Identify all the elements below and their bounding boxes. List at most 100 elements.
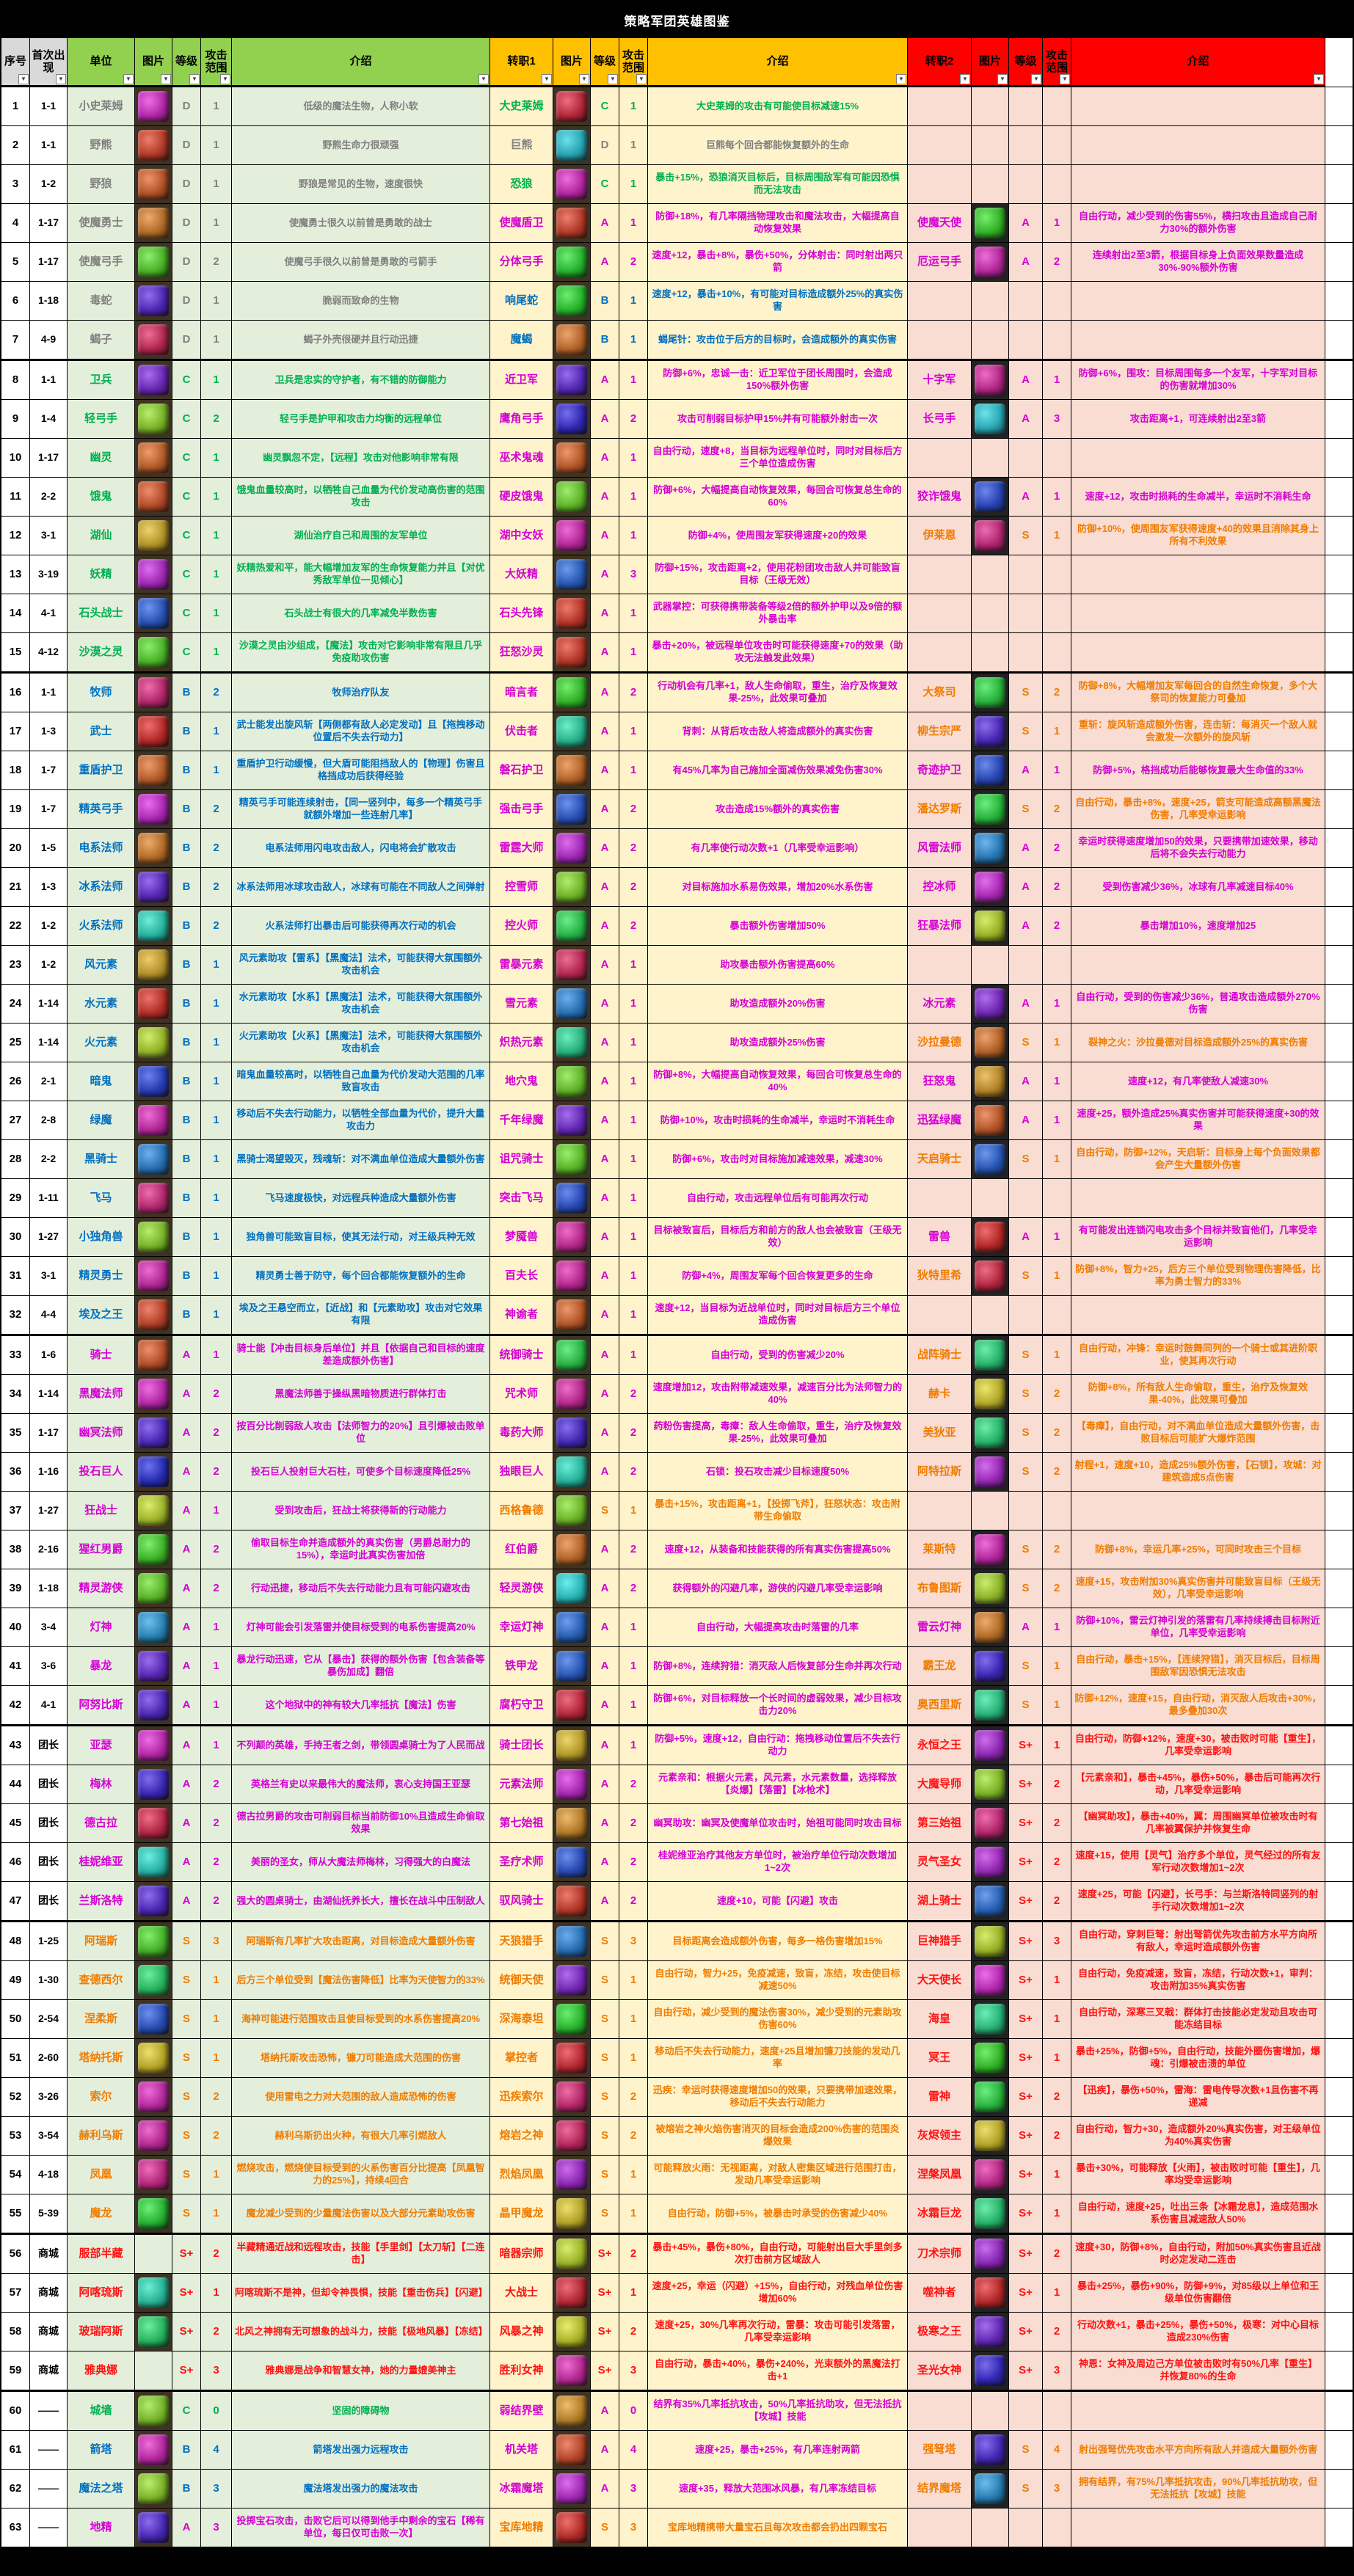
job2-name[interactable]: 长弓手 [908,400,972,438]
job2-tier[interactable]: A [1009,985,1043,1023]
job1-attack-range[interactable]: 1 [619,1257,648,1295]
job2-attack-range[interactable]: 1 [1043,2156,1071,2194]
job2-description[interactable]: 【元素亲和】，暴击+45%，暴伤+50%，暴击后可能再次行动，几率受幸运影响 [1071,1765,1325,1803]
row-number[interactable]: 44 [1,1765,30,1803]
job2-icon[interactable] [972,751,1009,789]
job2-icon[interactable] [972,1686,1009,1724]
unit-description[interactable]: 移动后不失去行动能力，以牺牲全部血量为代价，提升大量攻击力 [232,1101,490,1139]
first-appearance[interactable]: 1-7 [30,790,68,828]
first-appearance[interactable]: 1-2 [30,946,68,984]
job1-icon[interactable] [553,2078,591,2116]
filter-dropdown-icon[interactable]: ▼ [161,74,171,84]
unit-attack-range[interactable]: 1 [201,2274,232,2312]
job2-attack-range[interactable]: 1 [1043,1961,1071,1999]
unit-icon[interactable] [135,1140,172,1178]
first-appearance[interactable]: 商城 [30,2235,68,2273]
job2-attack-range[interactable]: 1 [1043,361,1071,399]
row-number[interactable]: 18 [1,751,30,789]
job1-icon[interactable] [553,790,591,828]
job2-name[interactable]: 狂怒鬼 [908,1062,972,1101]
job2-attack-range[interactable] [1043,282,1071,320]
job1-attack-range[interactable]: 1 [619,1647,648,1685]
job1-name[interactable]: 风暴之神 [490,2313,553,2351]
unit-icon[interactable] [135,321,172,359]
unit-icon[interactable] [135,555,172,594]
job1-description[interactable]: 目标被致盲后，目标后方和前方的敌人也会被致盲（王级无效） [648,1218,908,1256]
row-number[interactable]: 32 [1,1296,30,1334]
first-appearance[interactable]: 1-17 [30,1414,68,1452]
job1-attack-range[interactable]: 1 [619,1101,648,1139]
job2-attack-range[interactable] [1043,946,1071,984]
job2-icon[interactable] [972,1453,1009,1491]
job1-description[interactable]: 速度+10，可能【闪避】攻击 [648,1882,908,1920]
row-number[interactable]: 29 [1,1179,30,1217]
unit-tier[interactable]: B [172,1024,201,1062]
job2-name[interactable]: 灰烬领主 [908,2117,972,2155]
job1-tier[interactable]: A [591,1414,619,1452]
first-appearance[interactable]: 4-9 [30,321,68,359]
unit-name[interactable]: 湖仙 [68,517,135,555]
job1-icon[interactable] [553,2431,591,2469]
job1-attack-range[interactable]: 1 [619,1961,648,1999]
job1-icon[interactable] [553,1726,591,1765]
job2-attack-range[interactable]: 2 [1043,1843,1071,1881]
job1-attack-range[interactable]: 1 [619,1296,648,1334]
row-number[interactable]: 1 [1,87,30,125]
job1-tier[interactable]: B [591,282,619,320]
job1-description[interactable]: 宝库地精携带大量宝石且每次攻击都会扔出四颗宝石 [648,2509,908,2547]
job1-tier[interactable]: A [591,712,619,751]
job2-attack-range[interactable]: 2 [1043,868,1071,906]
job2-attack-range[interactable]: 3 [1043,1922,1071,1960]
job1-name[interactable]: 毒药大师 [490,1414,553,1452]
job1-tier[interactable]: S+ [591,2313,619,2351]
unit-name[interactable]: 服部半藏 [68,2235,135,2273]
job2-attack-range[interactable]: 2 [1043,1414,1071,1452]
job2-icon[interactable] [972,985,1009,1023]
job1-description[interactable]: 速度+12，当目标为近战单位时，同时对目标后方三个单位造成伤害 [648,1296,908,1334]
job2-attack-range[interactable]: 1 [1043,1101,1071,1139]
job1-attack-range[interactable]: 1 [619,2039,648,2077]
job1-name[interactable]: 机关塔 [490,2431,553,2469]
job2-icon[interactable] [972,439,1009,477]
job2-attack-range[interactable]: 1 [1043,1140,1071,1178]
first-appearance[interactable]: 1-7 [30,751,68,789]
job2-tier[interactable] [1009,555,1043,594]
job1-tier[interactable]: S [591,2156,619,2194]
unit-icon[interactable] [135,361,172,399]
job1-description[interactable]: 暴击额外伤害增加50% [648,907,908,945]
unit-icon[interactable] [135,1882,172,1920]
row-number[interactable]: 58 [1,2313,30,2351]
job2-attack-range[interactable]: 3 [1043,2470,1071,2508]
unit-name[interactable]: 狂战士 [68,1492,135,1530]
first-appearance[interactable]: 1-18 [30,282,68,320]
unit-icon[interactable] [135,204,172,242]
job2-description[interactable]: 自由行动，防御+12%，速度+30，被击败时可能【重生】，几率受幸运影响 [1071,1726,1325,1765]
job2-name[interactable]: 结界魔塔 [908,2470,972,2508]
unit-name[interactable]: 武士 [68,712,135,751]
job2-attack-range[interactable] [1043,594,1071,632]
job1-attack-range[interactable]: 1 [619,204,648,242]
job2-name[interactable]: 大魔导师 [908,1765,972,1803]
job1-tier[interactable]: A [591,946,619,984]
unit-description[interactable]: 暗鬼血量较高时，以牺牲自己血量为代价发动大范围的几率致盲攻击 [232,1062,490,1101]
filter-dropdown-icon[interactable]: ▼ [542,74,552,84]
filter-dropdown-icon[interactable]: ▼ [220,74,230,84]
first-appearance[interactable]: 1-1 [30,674,68,712]
job1-icon[interactable] [553,204,591,242]
job2-name[interactable]: 永恒之王 [908,1726,972,1765]
first-appearance[interactable]: 3-4 [30,1608,68,1646]
unit-description[interactable]: 沙漠之灵由沙组成，【魔法】攻击对它影响非常有限且几乎免疫助攻伤害 [232,633,490,671]
unit-icon[interactable] [135,1804,172,1842]
job1-tier[interactable]: A [591,907,619,945]
unit-attack-range[interactable]: 2 [201,1453,232,1491]
job1-description[interactable]: 助攻暴击额外伤害提高60% [648,946,908,984]
first-appearance[interactable]: 团长 [30,1804,68,1842]
job2-attack-range[interactable]: 3 [1043,400,1071,438]
job1-tier[interactable]: A [591,243,619,281]
unit-description[interactable]: 使用雷电之力对大范围的敌人造成恐怖的伤害 [232,2078,490,2116]
unit-name[interactable]: 雅典娜 [68,2351,135,2390]
job2-description[interactable]: 自由行动，防御+12%，天启斩：目标身上每个负面效果都会产生大量额外伤害 [1071,1140,1325,1178]
first-appearance[interactable]: 团长 [30,1765,68,1803]
first-appearance[interactable]: 4-12 [30,633,68,671]
job1-attack-range[interactable]: 2 [619,1414,648,1452]
